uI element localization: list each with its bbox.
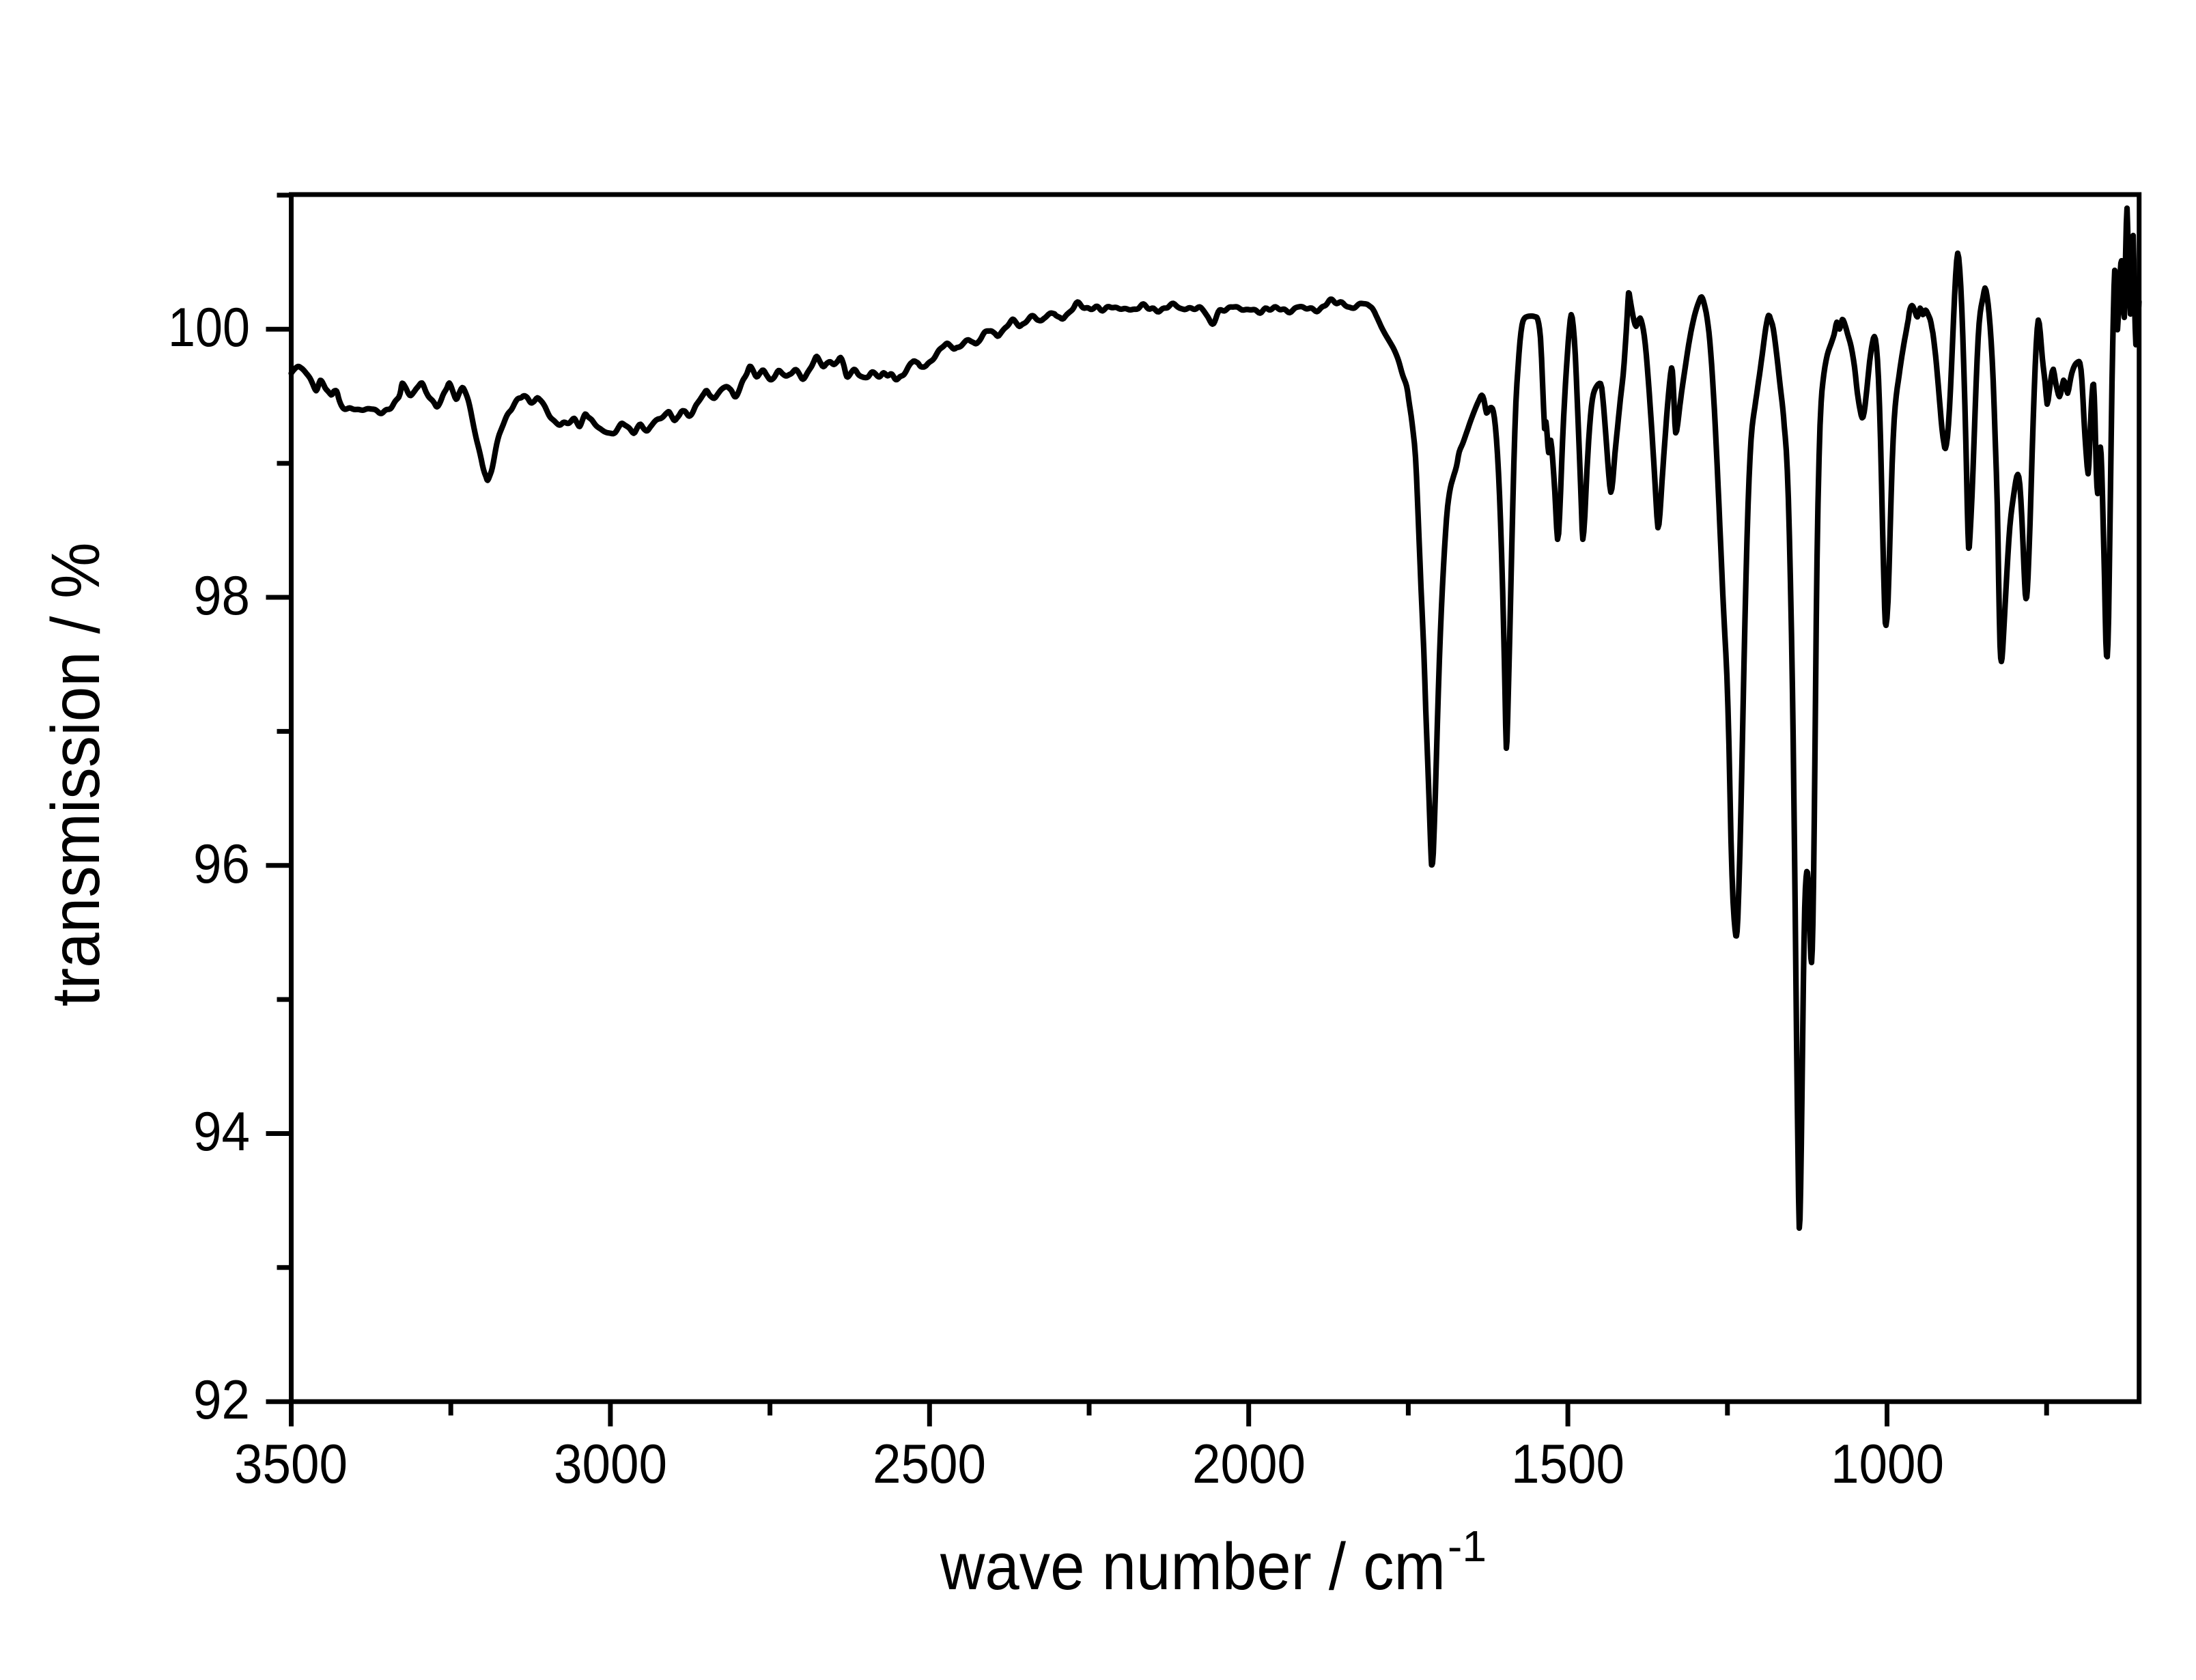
svg-text:2500: 2500	[873, 1434, 986, 1495]
svg-text:3000: 3000	[554, 1434, 667, 1495]
svg-text:98: 98	[193, 565, 250, 627]
svg-text:96: 96	[193, 834, 250, 895]
svg-text:1000: 1000	[1831, 1434, 1944, 1495]
svg-text:wave number / cm: wave number / cm	[940, 1529, 1446, 1604]
svg-text:1500: 1500	[1511, 1434, 1624, 1495]
svg-text:2000: 2000	[1192, 1434, 1306, 1495]
svg-text:92: 92	[193, 1369, 250, 1431]
svg-text:100: 100	[168, 297, 250, 358]
svg-text:94: 94	[193, 1101, 250, 1163]
svg-text:transmission / %: transmission / %	[38, 543, 114, 1007]
svg-text:3500: 3500	[234, 1434, 348, 1495]
svg-text:-1: -1	[1448, 1522, 1487, 1571]
